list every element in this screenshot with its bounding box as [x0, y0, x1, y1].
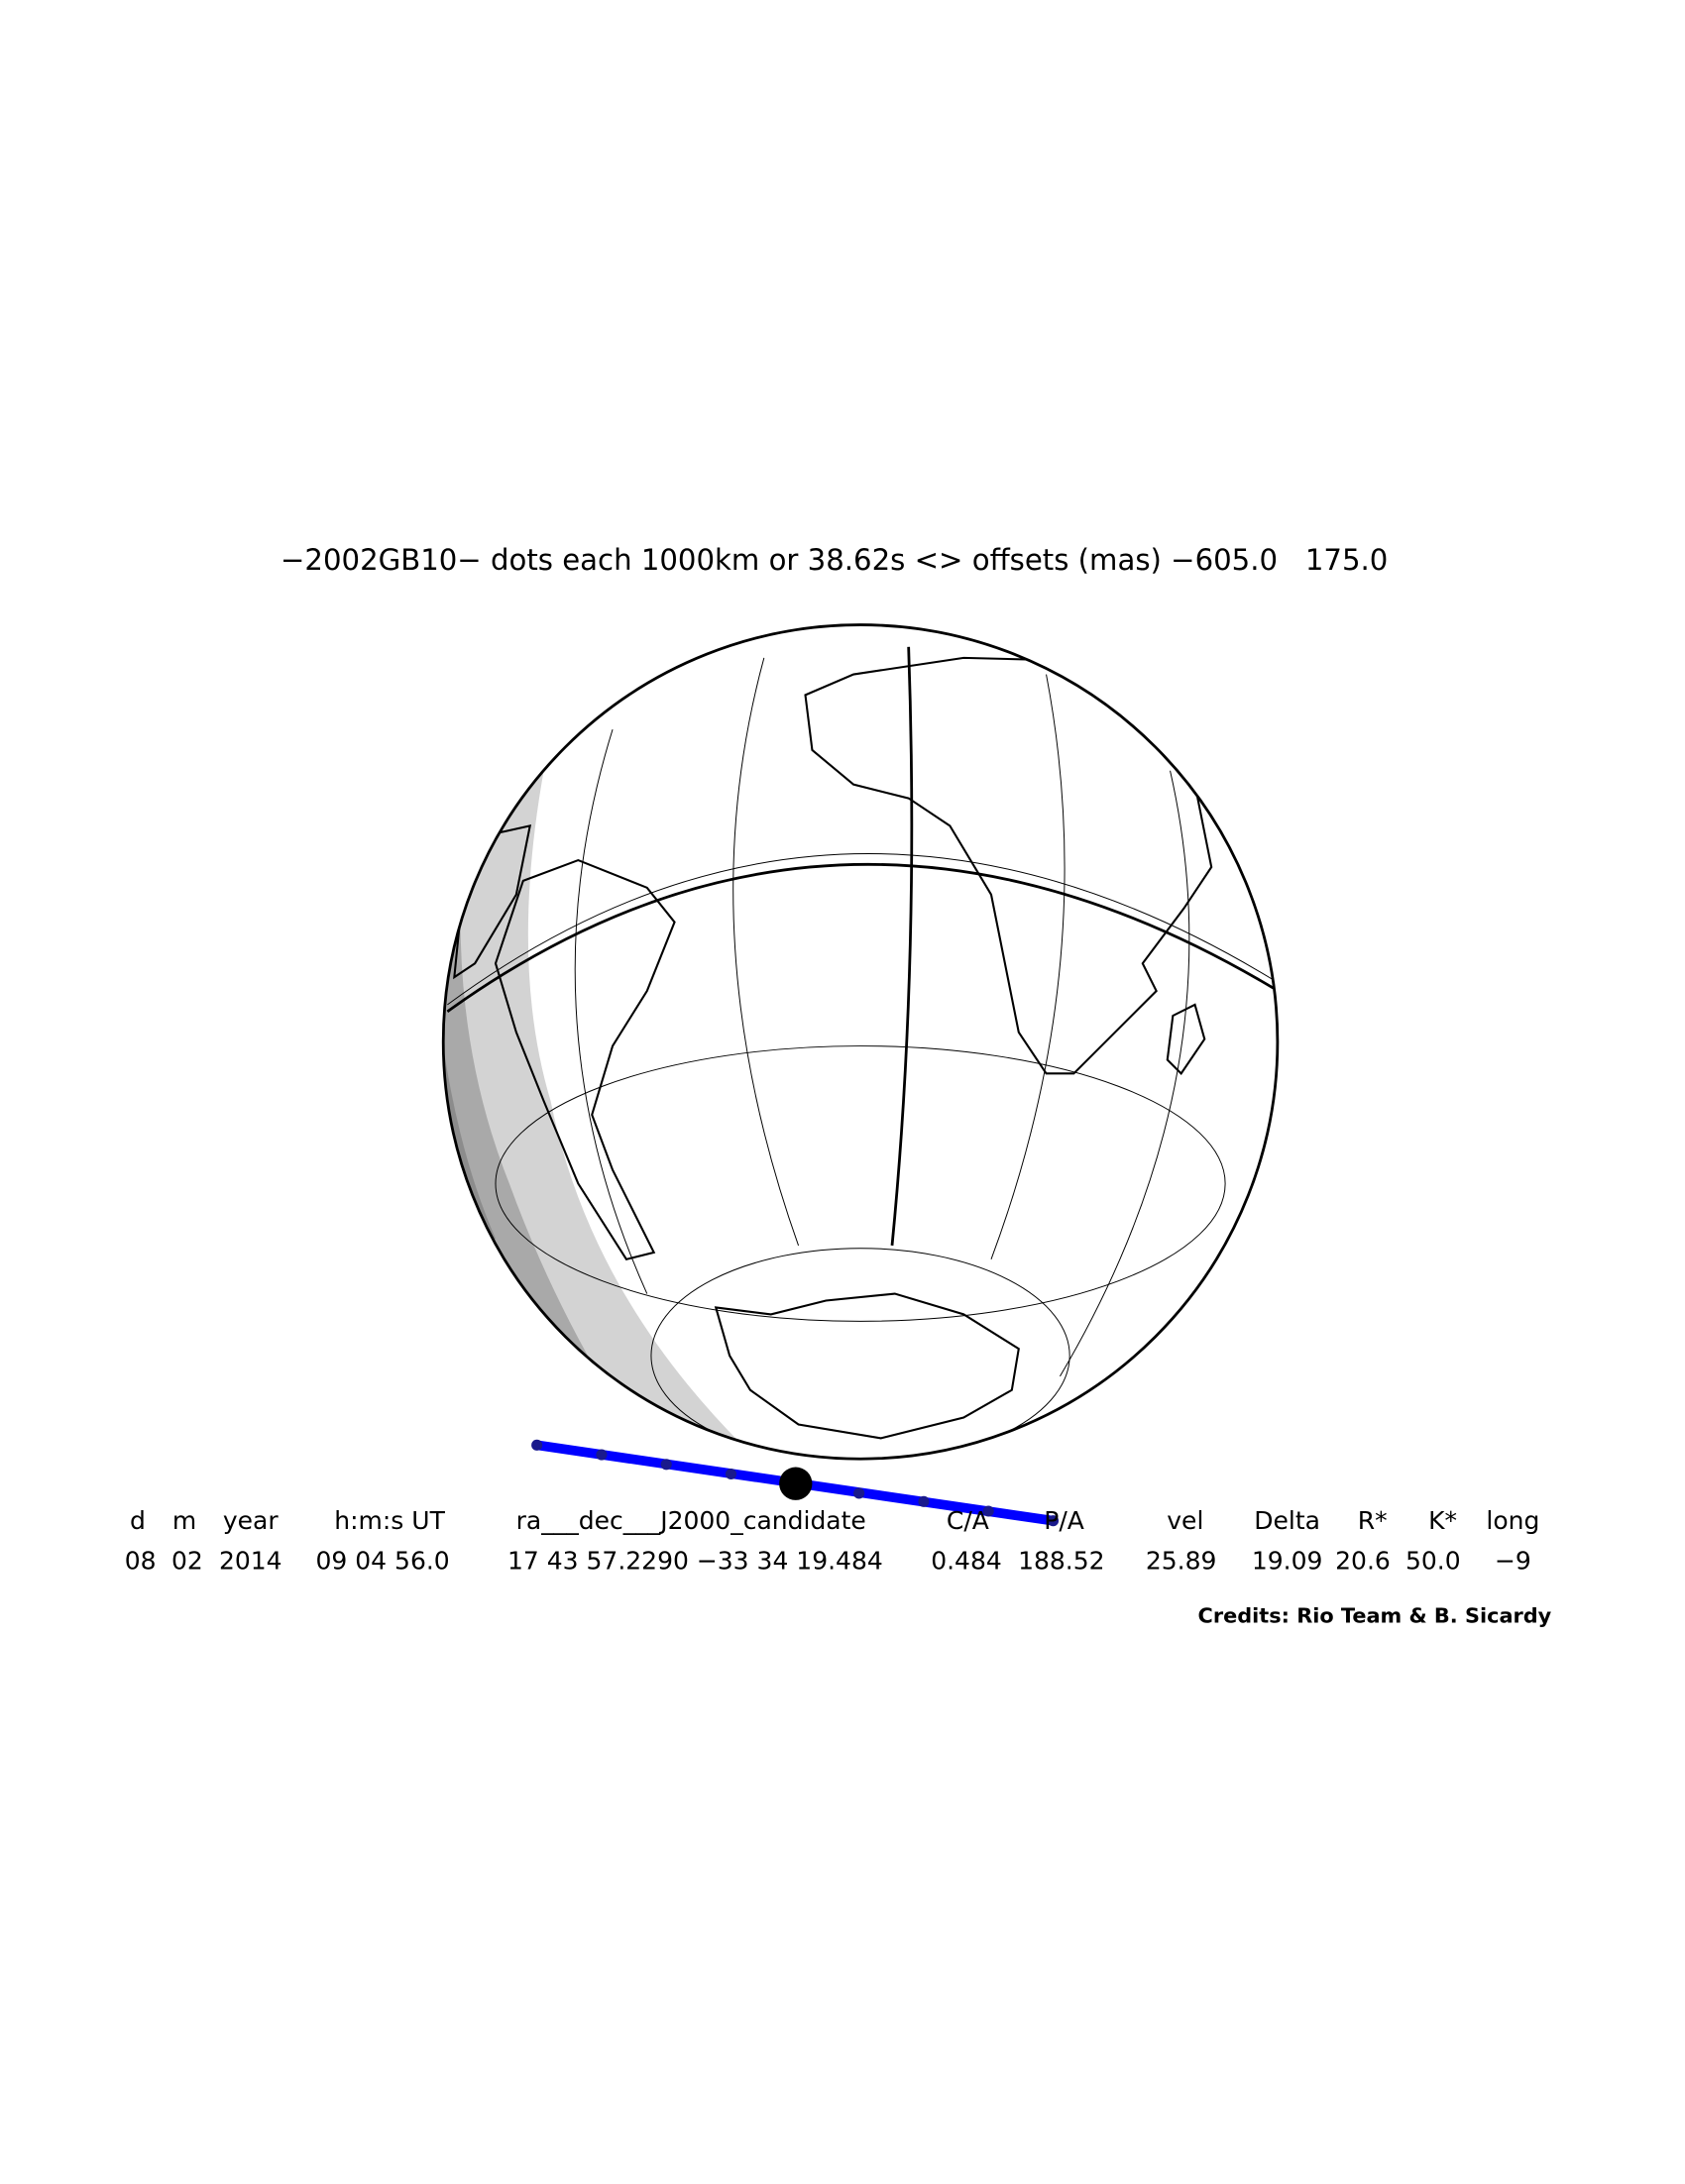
- column-header: C/A: [947, 1506, 989, 1535]
- column-header: Delta: [1254, 1506, 1320, 1535]
- cell: 50.0: [1405, 1546, 1461, 1575]
- graticule: [447, 657, 1274, 1460]
- column-header: K*: [1428, 1506, 1457, 1535]
- cell: 09 04 56.0: [316, 1546, 450, 1575]
- path-dots: [531, 1439, 1060, 1527]
- cell: 02: [171, 1546, 203, 1575]
- column-header: long: [1486, 1506, 1539, 1535]
- cell: 0.484: [931, 1546, 1002, 1575]
- occultation-path: [531, 1439, 1060, 1527]
- column-header: year: [223, 1506, 279, 1535]
- globe: [441, 623, 1280, 1461]
- column-header: h:m:s UT: [334, 1506, 445, 1535]
- column-header: R*: [1358, 1506, 1388, 1535]
- equator: [446, 862, 1275, 1013]
- column-header: vel: [1167, 1506, 1203, 1535]
- cell: 17 43 57.2290 −33 34 19.484: [507, 1546, 883, 1575]
- cell: 2014: [219, 1546, 282, 1575]
- cell: −9: [1495, 1546, 1531, 1575]
- closest-approach: [779, 1467, 813, 1500]
- cell: 188.52: [1018, 1546, 1104, 1575]
- credits: Credits: Rio Team & B. Sicardy: [1198, 1603, 1552, 1627]
- event-table: d m year h:m:s UT ra___dec___J2000_candidate…: [125, 1506, 1540, 1575]
- map-title: −2002GB10− dots each 1000km or 38.62s <>…: [281, 543, 1388, 577]
- cell: 08: [125, 1546, 157, 1575]
- column-header: m: [172, 1506, 196, 1535]
- cell: 20.6: [1335, 1546, 1391, 1575]
- cell: 25.89: [1146, 1546, 1217, 1575]
- column-header: P/A: [1044, 1506, 1084, 1535]
- column-header: d: [130, 1506, 146, 1535]
- cell: 19.09: [1252, 1546, 1323, 1575]
- column-header: ra___dec___J2000_candidate: [516, 1506, 866, 1535]
- meridian: [890, 646, 914, 1247]
